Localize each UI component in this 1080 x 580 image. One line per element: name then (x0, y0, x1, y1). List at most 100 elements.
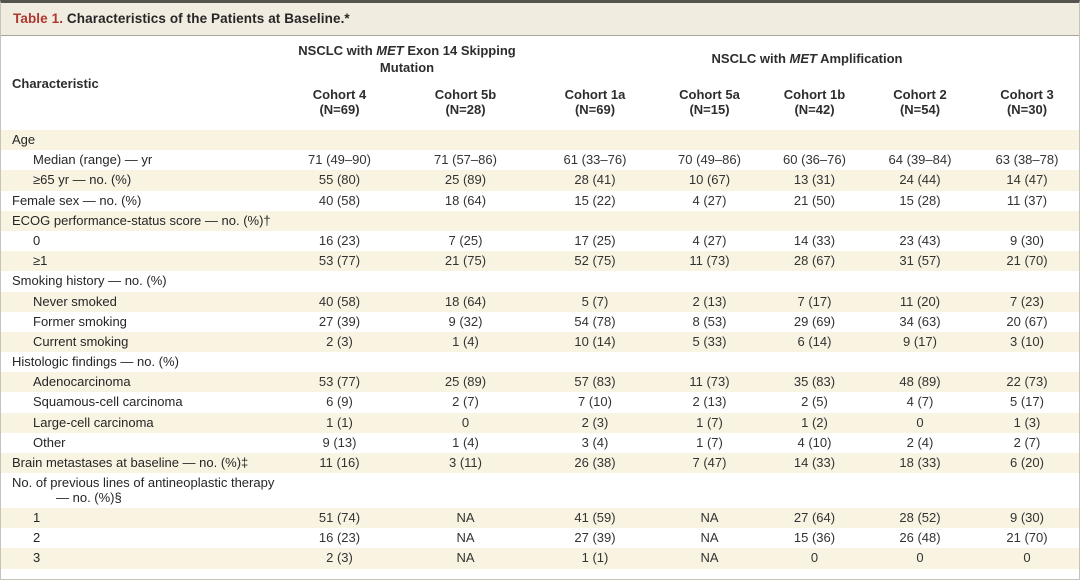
cell-value: NA (700, 550, 719, 566)
cell-value (762, 211, 867, 231)
cell-value: 5 (33) (692, 333, 727, 349)
cell-value (762, 271, 867, 291)
cell-value (281, 130, 398, 150)
cell-value: 2 (7) (452, 394, 479, 410)
row-label: Large-cell carcinoma (33, 414, 154, 430)
cell-value: 5 (17) (1010, 394, 1044, 410)
table-row: Squamous-cell carcinoma 6 (9) 2 (7) 7 (10)… (1, 392, 1079, 412)
cell-value: 23 (43) (899, 232, 941, 248)
cell-value: 0 (916, 414, 924, 430)
cell-value: 21 (70) (1006, 530, 1048, 546)
cell-value: 7 (10) (578, 394, 612, 410)
group1-post: Exon 14 Skipping Mutation (379, 43, 516, 75)
cell-value: 6 (20) (1010, 455, 1044, 470)
cell-value (657, 352, 762, 372)
cell-value (398, 352, 533, 372)
group1-gene: MET (376, 43, 404, 59)
cell-value: 63 (38–78) (995, 152, 1059, 168)
cell-value (973, 473, 1079, 508)
cell-value: 64 (39–84) (888, 152, 952, 168)
cell-value (281, 211, 398, 231)
group2-pre: NSCLC with (711, 51, 790, 67)
characteristic-column-header: Characteristic (12, 75, 99, 91)
cell-value: 54 (78) (574, 313, 616, 329)
cell-value (867, 271, 973, 291)
baseline-characteristics-table: Characteristic NSCLC with MET Exon 14 Sk… (1, 36, 1079, 569)
cell-value (657, 271, 762, 291)
cell-value: 1 (1) (326, 414, 353, 430)
row-label: ECOG performance-status score — no. (%)† (12, 212, 271, 228)
cell-value (533, 130, 657, 150)
cell-value: NA (456, 550, 475, 566)
cell-value: 9 (30) (1010, 509, 1044, 525)
cell-value (762, 473, 867, 508)
cell-value (762, 130, 867, 150)
row-label: Former smoking (33, 313, 127, 329)
cohort-header: Cohort 1a (N=69) (564, 87, 626, 117)
cell-value: 61 (33–76) (563, 152, 627, 168)
cell-value: 28 (41) (574, 172, 616, 188)
cell-value: 27 (39) (318, 313, 361, 329)
cell-value: 7 (25) (448, 232, 483, 248)
cell-value (973, 271, 1079, 291)
cell-value (533, 271, 657, 291)
cell-value: 57 (83) (574, 374, 616, 390)
cell-value: 1 (4) (452, 333, 479, 349)
cell-value (973, 130, 1079, 150)
cell-value: 22 (73) (1006, 374, 1048, 390)
table-row: ≥1 53 (77) 21 (75) 52 (75) 11 (73) 28 (67) 31… (1, 251, 1079, 272)
cell-value (398, 130, 533, 150)
table-row: Brain metastases at baseline — no. (%)‡ … (1, 453, 1079, 474)
row-label: 1 (33, 509, 41, 525)
cohort-header: Cohort 2 (N=54) (893, 87, 947, 117)
table-row: Smoking history — no. (%) (1, 271, 1079, 291)
table-row: Histologic findings — no. (%) (1, 352, 1079, 372)
cell-value: 2 (7) (1013, 434, 1041, 450)
row-label-line2: — no. (%)§ (56, 489, 122, 505)
cell-value: 55 (80) (318, 172, 361, 188)
table-row: Never smoked 40 (58) 18 (64) 5 (7) 2 (13) 7 … (1, 291, 1079, 312)
table-row: 2 16 (23) NA 27 (39) NA 15 (36) 26 (48) 21 (70… (1, 528, 1079, 548)
cell-value: 53 (77) (318, 253, 361, 269)
cell-value (973, 211, 1079, 231)
cell-value: 14 (33) (793, 232, 836, 248)
cell-value (762, 352, 867, 372)
table-row: ECOG performance-status score — no. (%)† (1, 210, 1079, 231)
cohort-header: Cohort 1b (N=42) (783, 87, 846, 117)
cell-value: 24 (44) (899, 172, 941, 188)
cell-value: 40 (58) (318, 293, 361, 309)
cell-value: 2 (3) (326, 333, 353, 349)
cell-value: 11 (73) (689, 374, 730, 390)
table-row: ≥65 yr — no. (%) 55 (80) 25 (89) 28 (41) 10… (1, 170, 1079, 191)
table-row: 0 16 (23) 7 (25) 17 (25) 4 (27) 14 (33) 23 (4… (1, 231, 1079, 251)
cell-value: 21 (75) (444, 253, 487, 269)
cell-value: NA (700, 530, 719, 546)
row-label: Histologic findings — no. (%) (12, 354, 179, 370)
cell-value (867, 211, 973, 231)
cell-value: NA (456, 509, 475, 525)
cohort-header-row: Cohort 4 (N=69) Cohort 5b (N=28) Cohort 1a (N… (1, 83, 1079, 130)
cell-value: 25 (89) (444, 374, 487, 390)
table-body: Age Median (range) — yr 71 (49–90) 71 (57… (1, 130, 1079, 569)
cell-value: 34 (63) (899, 313, 941, 329)
cell-value: NA (700, 509, 719, 525)
group1-pre: NSCLC with (298, 43, 377, 59)
cell-value: 1 (7) (696, 414, 723, 430)
row-label: 0 (33, 232, 41, 248)
cell-value (657, 130, 762, 150)
cell-value: 71 (57–86) (434, 152, 497, 168)
row-label: Squamous-cell carcinoma (33, 394, 183, 410)
cell-value: 25 (89) (444, 172, 487, 188)
cell-value: 1 (2) (801, 414, 828, 430)
table-title: Table 1. Characteristics of the Patients… (1, 3, 1079, 36)
cell-value: 21 (50) (793, 192, 836, 208)
cell-value: 15 (36) (793, 530, 836, 546)
table-row: Current smoking 2 (3) 1 (4) 10 (14) 5 (33) 6… (1, 331, 1079, 353)
cell-value (281, 473, 398, 508)
cell-value: 17 (25) (574, 232, 616, 248)
cell-value (867, 473, 973, 508)
cell-value: 9 (17) (903, 333, 937, 349)
cell-value: 11 (37) (1006, 192, 1048, 208)
row-label: Current smoking (33, 333, 129, 349)
cell-value: 53 (77) (318, 374, 361, 390)
